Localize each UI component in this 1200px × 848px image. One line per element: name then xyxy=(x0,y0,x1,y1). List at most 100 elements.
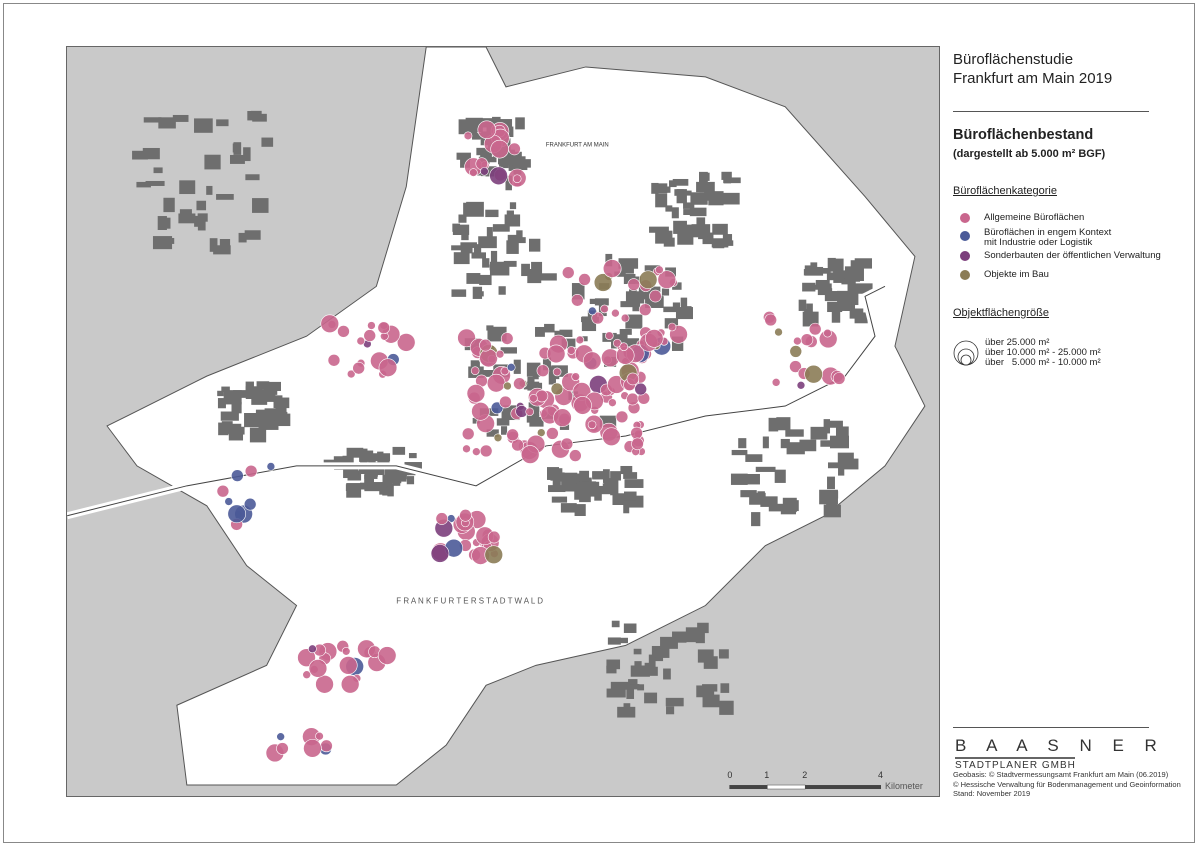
blue-dot-icon xyxy=(960,231,970,241)
office-marker xyxy=(471,402,490,421)
office-marker xyxy=(459,509,472,522)
size-legend: über 25.000 m² über 10.000 m² - 25.000 m… xyxy=(953,338,1101,368)
office-marker xyxy=(396,333,416,352)
office-markers xyxy=(216,120,846,763)
office-marker xyxy=(493,433,503,443)
office-marker xyxy=(512,174,522,184)
office-marker xyxy=(602,427,621,446)
office-marker xyxy=(619,342,629,351)
office-marker xyxy=(823,328,832,338)
divider-bottom xyxy=(953,727,1149,728)
legend-item-construction: Objekte im Bau xyxy=(960,270,1049,280)
map-title: Büroflächenstudie Frankfurt am Main 2019 xyxy=(953,50,1153,88)
office-marker xyxy=(308,644,317,654)
office-marker xyxy=(546,427,559,440)
scale-tick-1: 1 xyxy=(764,770,769,780)
office-marker xyxy=(513,377,526,390)
legend-item-public: Sonderbauten der öffentlichen Verwaltung xyxy=(960,251,1161,261)
office-marker xyxy=(216,484,230,498)
office-marker xyxy=(430,544,450,563)
office-marker xyxy=(620,313,630,323)
office-marker xyxy=(490,139,509,159)
size-medium: über 10.000 m² - 25.000 m² xyxy=(985,347,1101,358)
office-marker xyxy=(561,266,575,279)
office-marker xyxy=(470,366,480,376)
office-marker xyxy=(634,382,647,396)
office-marker xyxy=(587,420,597,430)
office-marker xyxy=(520,445,540,464)
office-marker xyxy=(486,373,506,393)
office-marker xyxy=(495,349,505,359)
office-marker xyxy=(435,512,449,525)
office-marker xyxy=(525,407,534,417)
office-marker xyxy=(472,447,481,456)
office-marker xyxy=(535,389,549,403)
river-main-edge xyxy=(67,285,886,517)
office-marker xyxy=(804,364,823,384)
scale-bar: 0 1 2 4 Kilometer xyxy=(727,770,922,791)
office-marker xyxy=(320,739,333,753)
office-marker xyxy=(243,497,257,511)
scale-unit: Kilometer xyxy=(885,781,923,791)
office-marker xyxy=(573,396,592,415)
map[interactable]: F R A N K F U R T E R S T A D T W A L D … xyxy=(66,46,940,797)
office-marker xyxy=(771,378,781,387)
office-marker xyxy=(608,398,617,407)
office-marker xyxy=(626,392,639,406)
office-marker xyxy=(627,278,641,291)
scale-tick-4: 4 xyxy=(878,770,883,780)
stadtwald-label: F R A N K F U R T E R S T A D T W A L D xyxy=(396,597,543,606)
office-marker xyxy=(469,168,478,177)
office-marker xyxy=(553,408,572,428)
office-marker xyxy=(774,327,783,337)
office-marker xyxy=(224,497,234,506)
office-marker xyxy=(508,142,521,156)
office-marker xyxy=(546,344,566,364)
nested-circles-icon xyxy=(953,340,979,366)
office-marker xyxy=(227,504,247,524)
office-marker xyxy=(630,426,643,440)
office-marker xyxy=(303,739,322,758)
office-marker xyxy=(800,333,814,346)
legend-item-general: Allgemeine Büroflächen xyxy=(960,213,1084,223)
size-small: über 5.000 m² - 10.000 m² xyxy=(985,357,1101,368)
company-logo: B A A S N E R STADTPLANER GMBH xyxy=(955,736,1165,771)
office-marker xyxy=(499,395,512,409)
office-marker xyxy=(244,464,258,478)
office-marker xyxy=(308,659,328,678)
office-marker xyxy=(560,437,574,451)
office-marker xyxy=(489,166,508,186)
office-marker xyxy=(276,742,289,755)
office-marker xyxy=(552,367,562,377)
office-marker xyxy=(320,314,340,334)
office-marker xyxy=(615,410,629,424)
office-marker xyxy=(466,384,486,403)
office-marker xyxy=(571,372,580,381)
office-marker xyxy=(302,670,312,680)
office-marker xyxy=(578,273,591,286)
page-frame xyxy=(3,3,1195,843)
office-marker xyxy=(575,335,585,345)
office-marker xyxy=(793,336,802,346)
office-marker xyxy=(356,336,366,346)
office-marker xyxy=(480,167,489,176)
office-marker xyxy=(764,313,777,327)
office-marker xyxy=(479,444,493,458)
office-marker xyxy=(591,311,604,325)
office-marker xyxy=(588,306,597,316)
office-marker xyxy=(626,372,640,386)
category-legend-heading: Büroflächenkategorie xyxy=(953,185,1057,197)
subtitle-heading: Büroflächenbestand xyxy=(953,127,1094,143)
office-marker xyxy=(511,438,524,452)
office-marker xyxy=(377,321,391,335)
office-marker xyxy=(529,393,538,403)
office-marker xyxy=(593,273,613,292)
office-marker xyxy=(297,648,316,667)
office-marker xyxy=(327,353,341,367)
office-marker xyxy=(789,345,803,358)
credits: Geobasis: © Stadtvermessungsamt Frankfur… xyxy=(953,770,1181,798)
office-marker xyxy=(484,545,504,565)
office-marker xyxy=(337,325,350,338)
office-marker xyxy=(808,322,822,336)
office-marker xyxy=(378,358,398,377)
